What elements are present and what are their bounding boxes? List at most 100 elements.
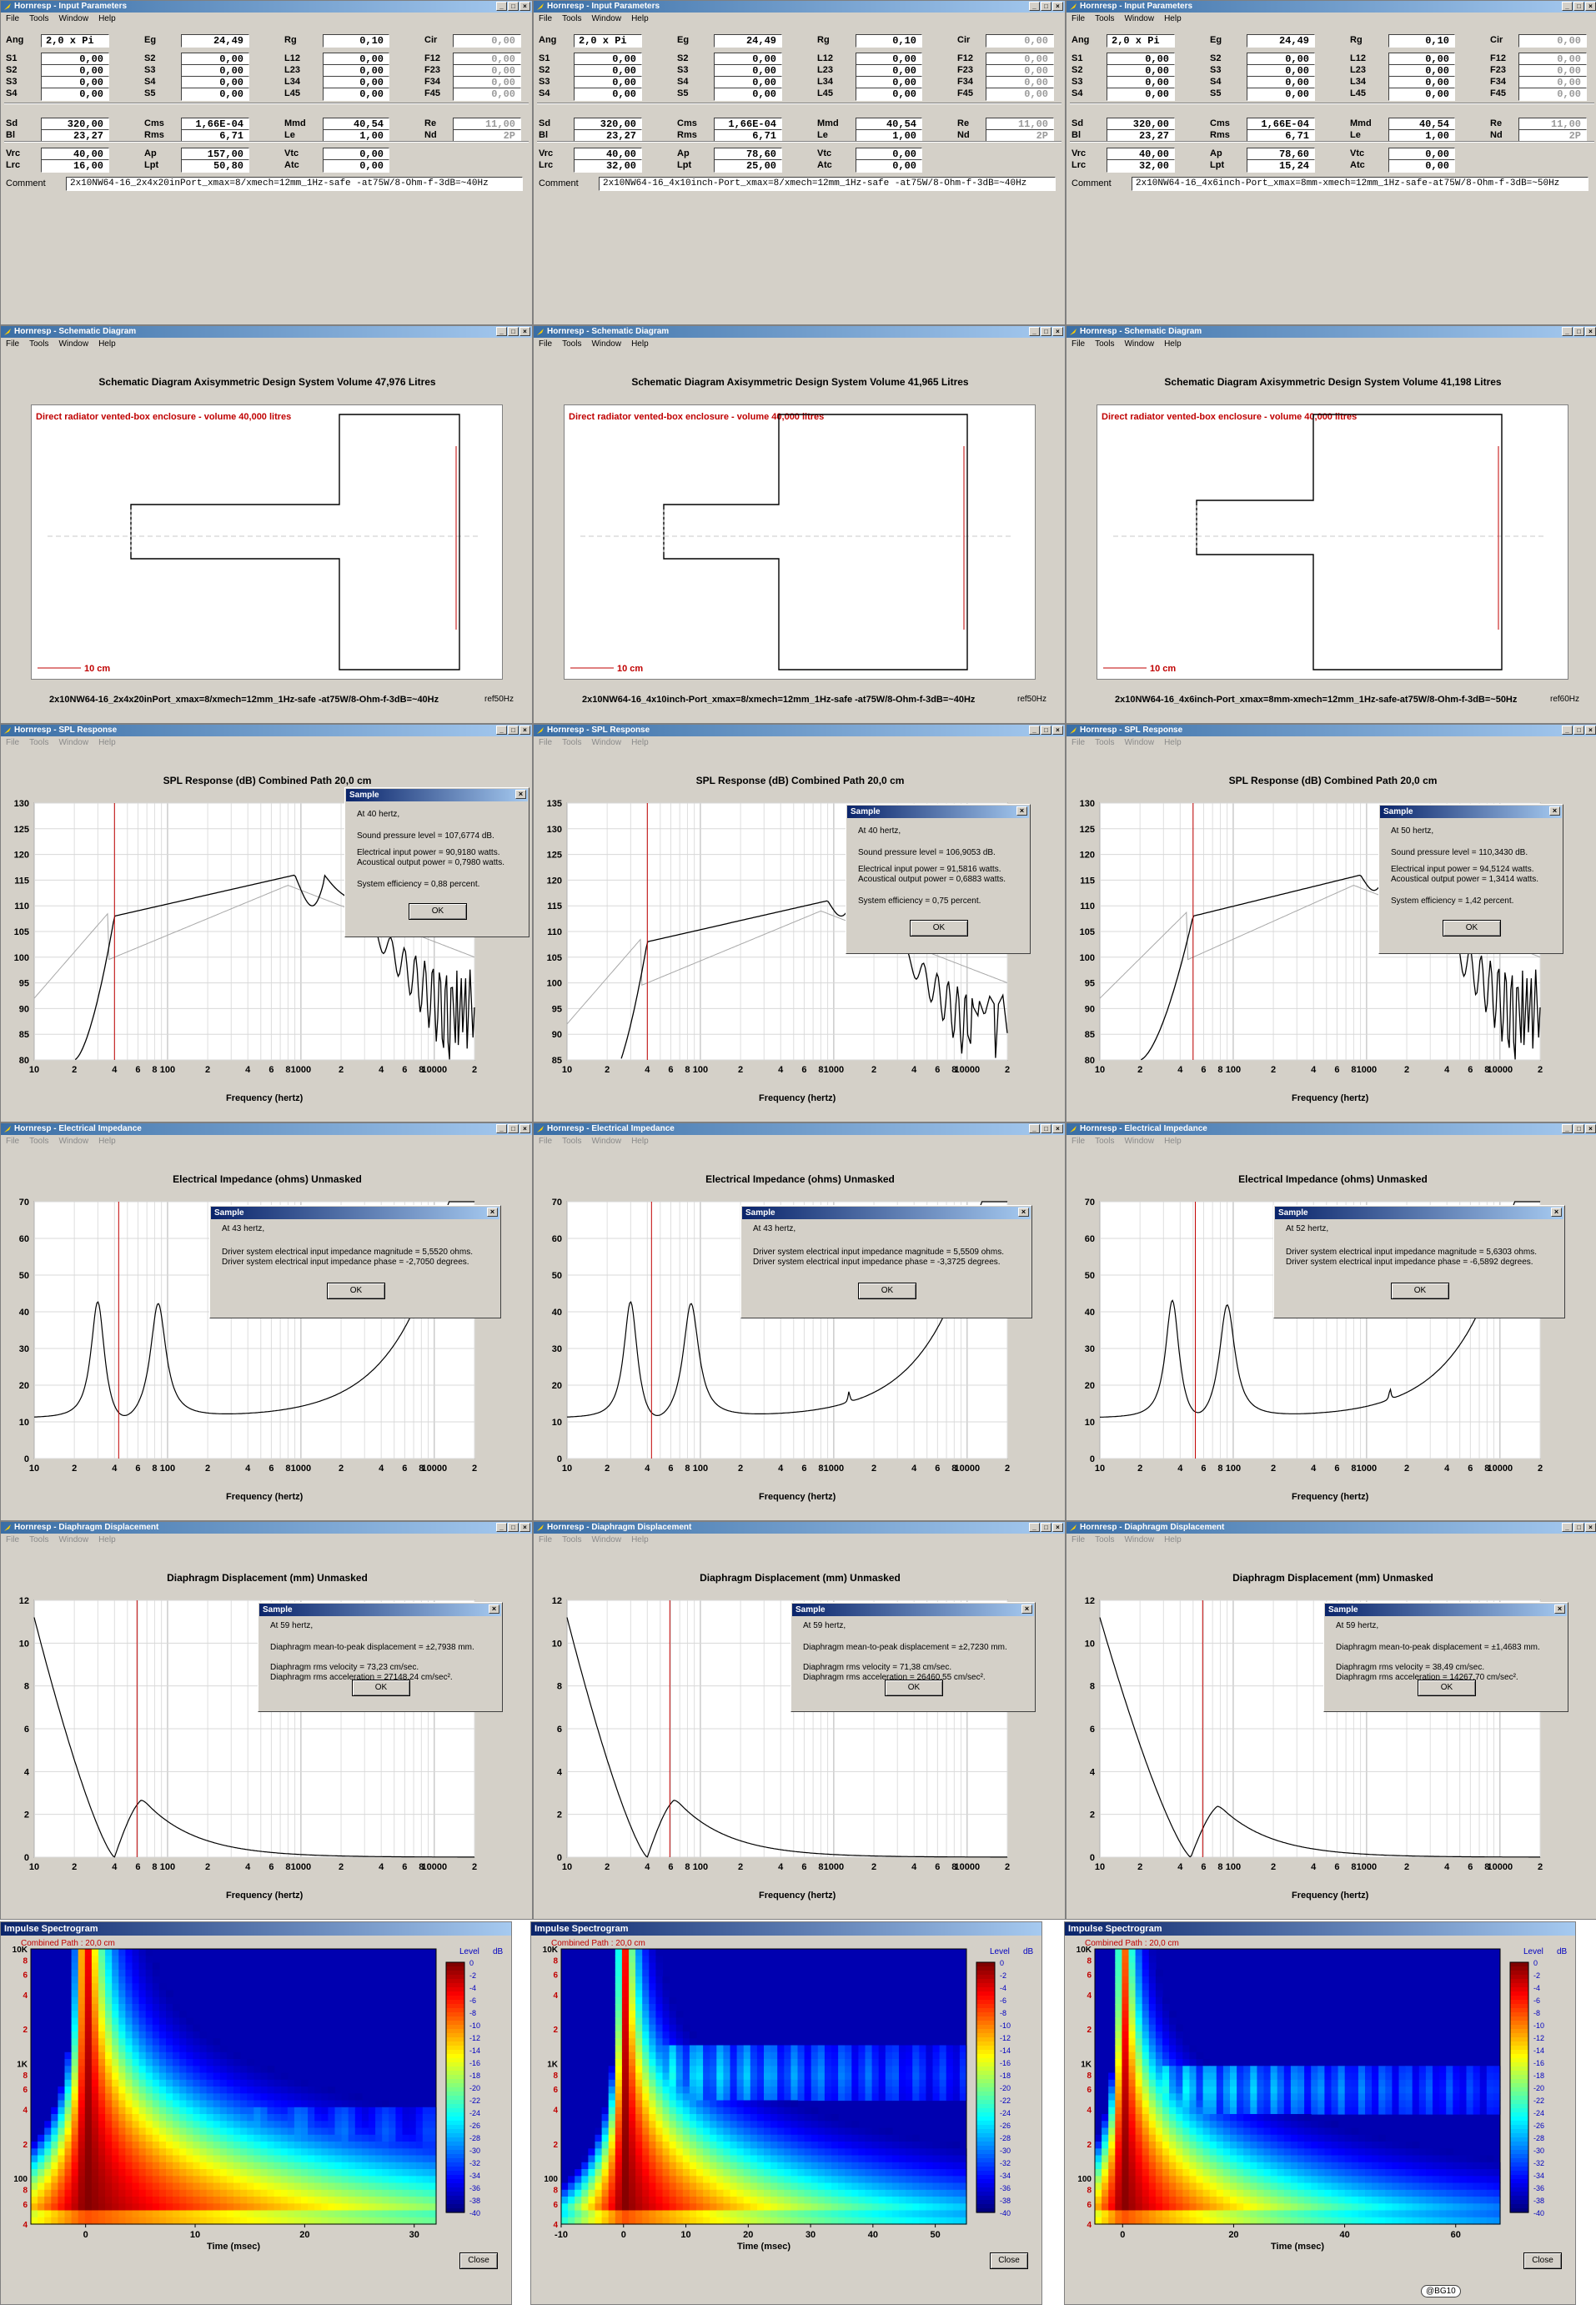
spectrogram-close-button[interactable]: Close [459, 2252, 498, 2269]
param-field-s5[interactable]: 0,00 [1247, 88, 1315, 101]
menu-tools[interactable]: Tools [29, 339, 49, 349]
maximize-button[interactable]: □ [508, 1124, 519, 1133]
maximize-button[interactable]: □ [508, 2, 519, 11]
param-field-s3[interactable]: 0,00 [181, 64, 249, 78]
param-field-vtc[interactable]: 0,00 [323, 148, 389, 161]
close-button[interactable]: × [519, 726, 530, 735]
menu-file[interactable]: File [1072, 14, 1086, 23]
param-field-s3[interactable]: 0,00 [1247, 64, 1315, 78]
param-field-lpt[interactable]: 15,24 [1247, 159, 1315, 173]
sample-dialog-close-button[interactable]: × [487, 1208, 498, 1217]
param-field-l23[interactable]: 0,00 [856, 64, 922, 78]
param-field-re[interactable]: 11,00 [986, 118, 1054, 131]
param-field-l45[interactable]: 0,00 [1388, 88, 1455, 101]
param-field-cir[interactable]: 0,00 [1518, 34, 1587, 48]
param-field-bl[interactable]: 23,27 [41, 129, 109, 143]
menu-window[interactable]: Window [58, 1535, 89, 1544]
menu-help[interactable]: Help [98, 738, 116, 747]
menu-window[interactable]: Window [591, 1137, 622, 1146]
menu-tools[interactable]: Tools [1095, 1137, 1115, 1146]
param-field-s1[interactable]: 0,00 [1107, 53, 1175, 66]
param-field-s4[interactable]: 0,00 [41, 88, 109, 101]
minimize-button[interactable]: _ [496, 1124, 507, 1133]
param-field-vtc[interactable]: 0,00 [856, 148, 922, 161]
close-button[interactable]: × [1052, 1523, 1063, 1532]
param-field-f45[interactable]: 0,00 [453, 88, 521, 101]
param-field-l34[interactable]: 0,00 [856, 76, 922, 89]
maximize-button[interactable]: □ [1041, 2, 1051, 11]
sample-dialog-close-button[interactable]: × [1551, 1208, 1562, 1217]
maximize-button[interactable]: □ [1573, 2, 1584, 11]
sample-dialog-close-button[interactable]: × [1016, 806, 1027, 816]
comment-field[interactable]: 2x10NW64-16_2x4x20inPort_xmax=8/xmech=12… [66, 177, 523, 191]
menu-file[interactable]: File [1072, 339, 1086, 349]
minimize-button[interactable]: _ [1562, 726, 1573, 735]
param-field-cms[interactable]: 1,66E-04 [181, 118, 249, 131]
close-button[interactable]: × [519, 327, 530, 336]
param-field-cms[interactable]: 1,66E-04 [714, 118, 782, 131]
ok-button[interactable]: OK [1391, 1283, 1449, 1299]
param-field-s2[interactable]: 0,00 [714, 53, 782, 66]
param-field-eg[interactable]: 24,49 [714, 34, 782, 48]
menu-file[interactable]: File [539, 738, 553, 747]
close-button[interactable]: × [1585, 1523, 1596, 1532]
close-button[interactable]: × [1052, 726, 1063, 735]
menu-help[interactable]: Help [631, 1137, 649, 1146]
param-field-vrc[interactable]: 40,00 [574, 148, 642, 161]
sample-dialog-close-button[interactable]: × [489, 1604, 499, 1614]
menu-window[interactable]: Window [1124, 738, 1155, 747]
maximize-button[interactable]: □ [508, 726, 519, 735]
param-field-lrc[interactable]: 16,00 [41, 159, 109, 173]
param-field-f23[interactable]: 0,00 [1518, 64, 1587, 78]
maximize-button[interactable]: □ [1041, 1124, 1051, 1133]
param-field-lpt[interactable]: 50,80 [181, 159, 249, 173]
close-button[interactable]: × [1585, 2, 1596, 11]
menu-window[interactable]: Window [591, 1535, 622, 1544]
param-field-s4[interactable]: 0,00 [1247, 76, 1315, 89]
minimize-button[interactable]: _ [496, 327, 507, 336]
minimize-button[interactable]: _ [496, 1523, 507, 1532]
ok-button[interactable]: OK [858, 1283, 916, 1299]
param-field-s5[interactable]: 0,00 [181, 88, 249, 101]
close-button[interactable]: × [1052, 2, 1063, 11]
close-button[interactable]: × [1052, 327, 1063, 336]
param-field-eg[interactable]: 24,49 [1247, 34, 1315, 48]
menu-tools[interactable]: Tools [562, 1535, 582, 1544]
param-field-s4[interactable]: 0,00 [1107, 88, 1175, 101]
ok-button[interactable]: OK [885, 1680, 943, 1696]
menu-file[interactable]: File [6, 1137, 20, 1146]
menu-tools[interactable]: Tools [29, 1535, 49, 1544]
menu-window[interactable]: Window [58, 738, 89, 747]
param-field-lrc[interactable]: 32,00 [1107, 159, 1175, 173]
param-field-vrc[interactable]: 40,00 [1107, 148, 1175, 161]
menu-help[interactable]: Help [1164, 1137, 1182, 1146]
maximize-button[interactable]: □ [1041, 726, 1051, 735]
menu-file[interactable]: File [539, 14, 553, 23]
menu-window[interactable]: Window [58, 339, 89, 349]
param-field-ang[interactable]: 2,0 x Pi [41, 34, 109, 48]
close-button[interactable]: × [519, 2, 530, 11]
menu-tools[interactable]: Tools [29, 738, 49, 747]
menu-window[interactable]: Window [591, 339, 622, 349]
param-field-ang[interactable]: 2,0 x Pi [1107, 34, 1175, 48]
param-field-l23[interactable]: 0,00 [1388, 64, 1455, 78]
param-field-cir[interactable]: 0,00 [986, 34, 1054, 48]
comment-field[interactable]: 2x10NW64-16_4x6inch-Port_xmax=8mm-xmech=… [1132, 177, 1588, 191]
spectrogram-close-button[interactable]: Close [1523, 2252, 1562, 2269]
menu-help[interactable]: Help [98, 1137, 116, 1146]
maximize-button[interactable]: □ [1573, 1523, 1584, 1532]
menu-window[interactable]: Window [591, 738, 622, 747]
param-field-l34[interactable]: 0,00 [1388, 76, 1455, 89]
close-button[interactable]: × [1052, 1124, 1063, 1133]
menu-help[interactable]: Help [631, 738, 649, 747]
close-button[interactable]: × [1585, 1124, 1596, 1133]
param-field-sd[interactable]: 320,00 [41, 118, 109, 131]
maximize-button[interactable]: □ [508, 1523, 519, 1532]
param-field-bl[interactable]: 23,27 [574, 129, 642, 143]
sample-dialog-close-button[interactable]: × [1018, 1208, 1029, 1217]
close-button[interactable]: × [1585, 726, 1596, 735]
menu-help[interactable]: Help [631, 1535, 649, 1544]
param-field-l45[interactable]: 0,00 [323, 88, 389, 101]
param-field-atc[interactable]: 0,00 [323, 159, 389, 173]
menu-tools[interactable]: Tools [1095, 738, 1115, 747]
